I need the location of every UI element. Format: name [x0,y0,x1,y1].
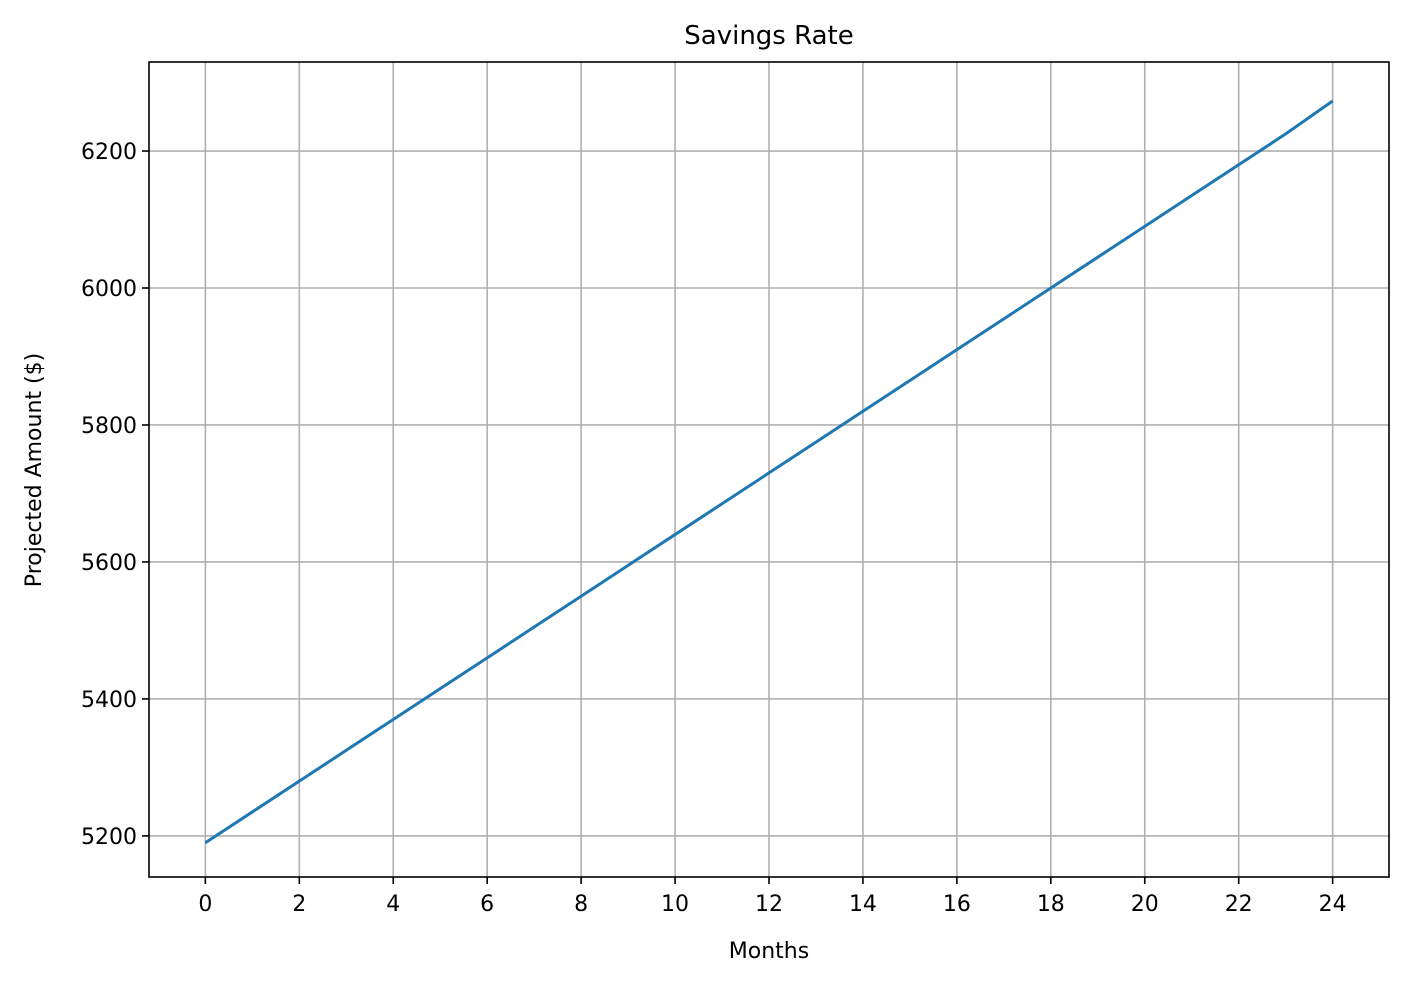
y-tick-label: 6000 [81,277,137,302]
x-tick-label: 20 [1131,892,1159,917]
grid [149,62,1389,877]
y-tick-label: 5800 [81,414,137,439]
y-tick-label: 6200 [81,140,137,165]
x-tick-label: 2 [292,892,306,917]
series-layer [204,99,1334,845]
y-tick-label: 5200 [81,825,137,850]
x-tick-label: 16 [943,892,971,917]
x-tick-label: 24 [1319,892,1347,917]
x-tick-label: 10 [661,892,689,917]
x-tick-label: 8 [574,892,588,917]
x-tick-label: 14 [849,892,877,917]
y-tick-label: 5600 [81,551,137,576]
x-tick-label: 18 [1037,892,1065,917]
chart-title: Savings Rate [684,21,853,51]
y-axis-ticks: 5200 5400 5600 5800 6000 6200 [81,140,149,850]
x-tick-label: 0 [198,892,212,917]
x-axis-ticks: 0 2 4 6 8 10 12 14 16 18 20 22 24 [198,877,1347,917]
x-tick-label: 12 [755,892,783,917]
x-axis-label: Months [729,939,809,964]
x-tick-label: 22 [1225,892,1253,917]
series-line [204,99,1334,845]
x-tick-label: 6 [480,892,494,917]
x-tick-label: 4 [386,892,400,917]
y-tick-label: 5400 [81,688,137,713]
y-axis-label: Projected Amount ($) [22,353,47,587]
